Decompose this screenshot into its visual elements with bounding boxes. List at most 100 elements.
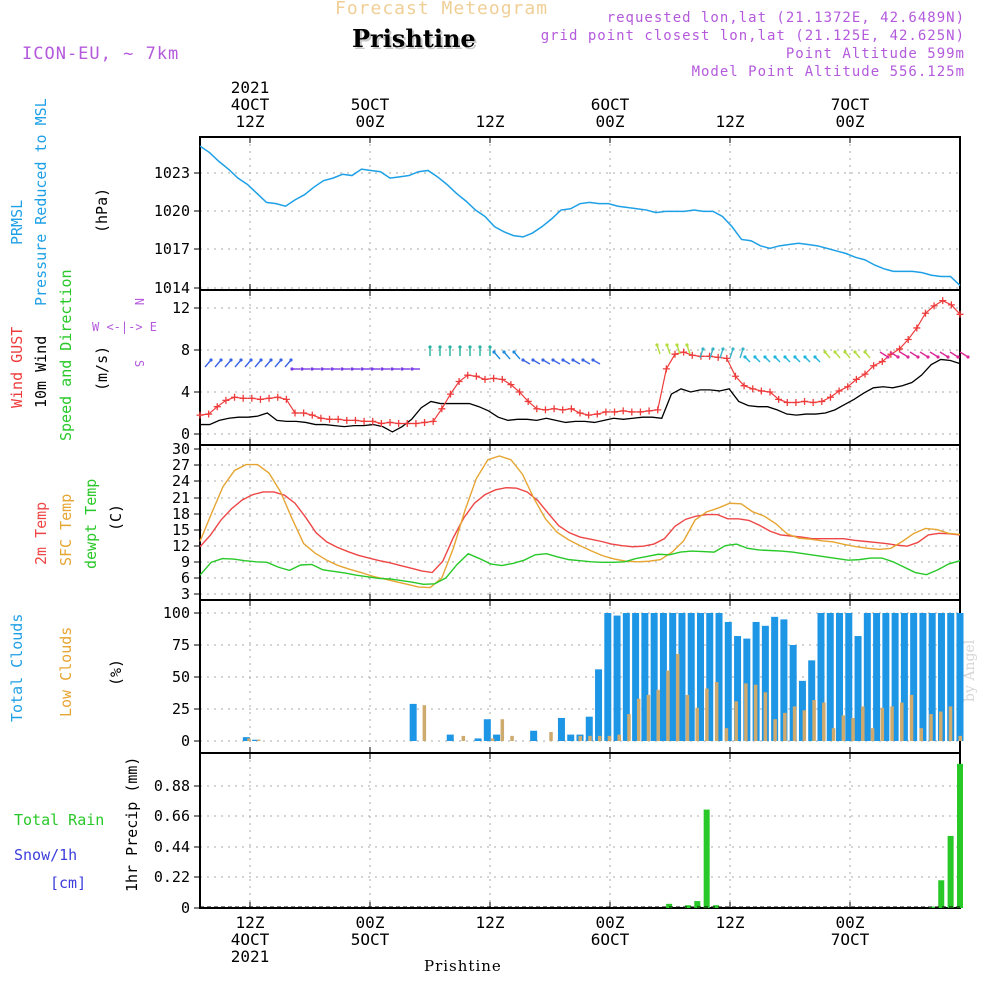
low-cloud-bar <box>880 707 885 741</box>
low-cloud-bar <box>744 683 748 741</box>
point-altitude: Point Altitude 599m <box>785 46 965 62</box>
gust-marker <box>585 411 593 419</box>
gust-marker <box>921 309 929 317</box>
total-cloud-bar <box>557 717 565 741</box>
location-title: Prishtine <box>352 24 476 53</box>
wind-10m-label: 10m Wind <box>32 336 50 408</box>
gust-marker <box>740 382 748 390</box>
gust-marker <box>438 405 446 413</box>
total-cloud-bar <box>585 716 593 741</box>
total-cloud-bar <box>956 613 964 741</box>
y-tick-label: 30 <box>172 440 190 458</box>
top-time-label: 12Z <box>236 112 265 131</box>
gust-marker <box>421 418 429 426</box>
gust-marker <box>783 399 791 406</box>
gust-marker <box>196 411 204 419</box>
total-cloud-bar <box>641 613 649 741</box>
total-cloud-bar <box>798 680 806 741</box>
wind-direction-arrowhead <box>551 358 555 362</box>
wind-direction-arrowhead <box>512 350 516 354</box>
wind-direction-arrowhead <box>458 345 462 349</box>
top-time-label: 4OCT <box>231 95 270 114</box>
total-cloud-bar <box>817 613 825 741</box>
rain-bar <box>684 905 691 908</box>
total-cloud-bar <box>483 719 491 741</box>
pressure-label-2: Pressure Reduced to MSL <box>32 98 50 306</box>
pressure-unit: (hPa) <box>93 188 111 233</box>
bottom-time-label: 5OCT <box>351 930 390 949</box>
wind-direction-arrowhead <box>290 367 294 371</box>
low-cloud-bar <box>773 719 777 741</box>
wind-direction-arrowhead <box>370 367 374 371</box>
gust-marker <box>256 395 264 403</box>
gust-marker <box>429 417 437 425</box>
low-cloud-bar <box>646 694 651 741</box>
gust-marker <box>472 372 480 380</box>
wind-direction-arrowhead <box>571 358 575 362</box>
total-cloud-bar <box>937 613 945 741</box>
gust-marker <box>645 407 653 415</box>
low-cloud-bar <box>861 706 865 741</box>
wind-direction-arrowhead <box>259 358 263 362</box>
precip-axis-label: 1hr Precip (mm) <box>123 757 141 892</box>
total-cloud-bar <box>604 613 612 741</box>
wind-direction-arrowhead <box>886 355 890 359</box>
low-cloud-bar <box>939 711 943 741</box>
gust-marker <box>731 372 739 380</box>
wind-direction-arrowhead <box>823 350 827 354</box>
y-tick-label: 12 <box>172 537 190 555</box>
total-cloud-bar <box>632 613 640 741</box>
wind-direction-arrowhead <box>926 355 930 359</box>
total-clouds-label: Total Clouds <box>8 614 26 722</box>
total-cloud-bar <box>910 613 918 741</box>
low-cloud-bar <box>919 728 924 741</box>
wind-direction-arrowhead <box>763 355 767 359</box>
wind-direction-arrowhead <box>793 355 797 359</box>
total-cloud-bar <box>530 730 538 741</box>
wind-direction-arrowhead <box>541 358 545 362</box>
wind-direction-arrowhead <box>279 358 283 362</box>
wind-direction-arrowhead <box>249 358 253 362</box>
top-time-label: 12Z <box>716 112 745 131</box>
low-cloud-bar <box>666 670 670 741</box>
total-cloud-bar <box>808 660 816 741</box>
wind-direction-arrowhead <box>438 345 442 349</box>
gust-marker <box>662 365 670 373</box>
low-cloud-bar <box>510 735 514 741</box>
total-cloud-bar <box>873 613 881 741</box>
total-cloud-bar <box>724 621 732 741</box>
total-cloud-bar <box>752 621 760 741</box>
total-rain-label: Total Rain <box>14 811 104 829</box>
low-cloud-bar <box>500 719 505 741</box>
gust-marker <box>343 416 351 424</box>
wind-direction-arrowhead <box>701 347 705 351</box>
total-cloud-bar <box>771 616 779 741</box>
y-tick-label: 9 <box>181 553 190 571</box>
wind-direction-arrowhead <box>956 355 960 359</box>
total-cloud-bar <box>863 613 871 741</box>
total-cloud-bar <box>826 613 834 741</box>
wind-direction-arrowhead <box>966 355 970 359</box>
gust-marker <box>516 388 524 396</box>
gust-marker <box>593 410 601 418</box>
wind-direction-arrowhead <box>591 358 595 362</box>
gust-marker <box>680 348 688 356</box>
wind-direction-arrowhead <box>502 350 506 354</box>
gust-marker <box>826 393 834 401</box>
wind-direction-arrowhead <box>410 367 414 371</box>
total-cloud-bar <box>761 625 769 741</box>
wind-direction-arrowhead <box>239 358 243 362</box>
y-tick-label: 6 <box>181 569 190 587</box>
total-cloud-bar <box>669 613 677 741</box>
wind-direction-arrowhead <box>813 355 817 359</box>
gust-marker <box>913 324 921 332</box>
gust-marker <box>723 354 731 362</box>
wind-direction-arrowhead <box>300 367 304 371</box>
top-time-label: 12Z <box>476 112 505 131</box>
gust-marker <box>749 385 757 393</box>
gust-marker <box>602 408 610 416</box>
wind-direction-arrowhead <box>380 367 384 371</box>
low-cloud-bar <box>802 710 807 741</box>
wind-direction-arrowhead <box>711 347 715 351</box>
